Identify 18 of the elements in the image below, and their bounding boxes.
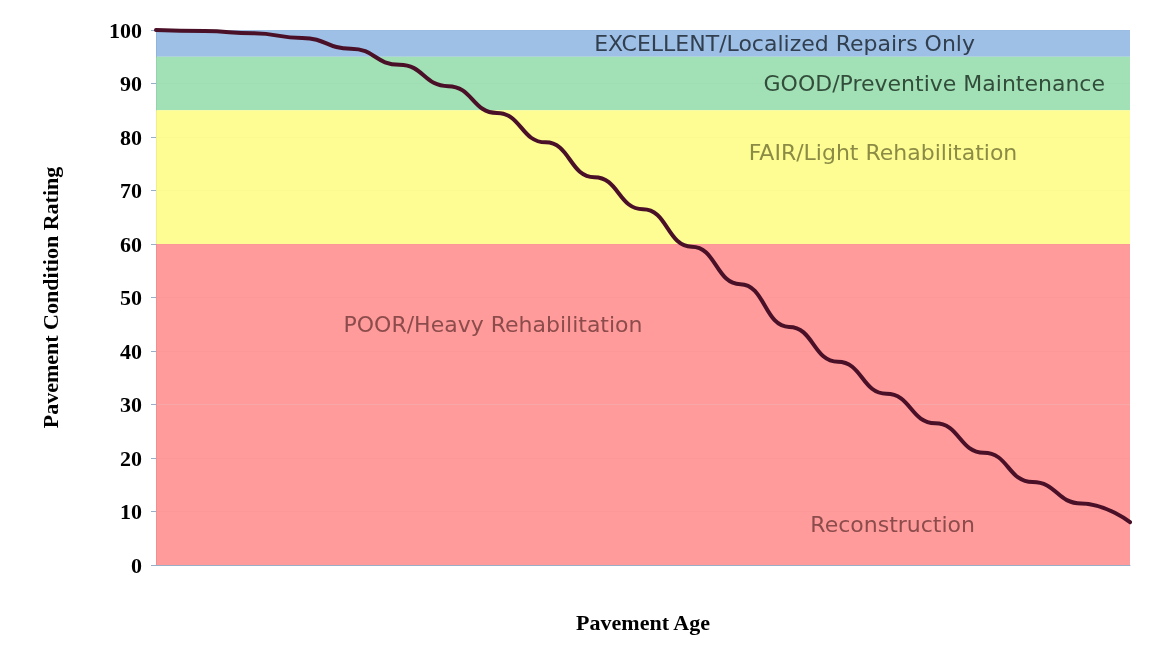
y-tick-label: 60 [120, 231, 142, 257]
band-label: Reconstruction [810, 512, 975, 538]
y-axis-title: Pavement Condition Rating [37, 166, 63, 429]
y-tick-label: 0 [131, 552, 142, 578]
y-tick-label: 90 [120, 71, 142, 96]
y-tick-label: 20 [120, 445, 142, 471]
y-tick-label: 70 [120, 178, 142, 203]
y-tick-label: 40 [120, 338, 142, 364]
y-tick-label: 10 [120, 499, 142, 524]
y-tick-label: 50 [120, 285, 142, 310]
y-tick-label: 100 [109, 17, 142, 43]
x-axis-title: Pavement Age [576, 609, 711, 635]
band-label: EXCELLENT/Localized Repairs Only [594, 30, 975, 56]
band-label: POOR/Heavy Rehabilitation [343, 311, 643, 337]
band-label: FAIR/Light Rehabilitation [748, 139, 1018, 165]
band-label: GOOD/Preventive Maintenance [763, 71, 1105, 96]
y-tick-label: 30 [120, 392, 142, 417]
y-tick-label: 80 [120, 124, 142, 150]
